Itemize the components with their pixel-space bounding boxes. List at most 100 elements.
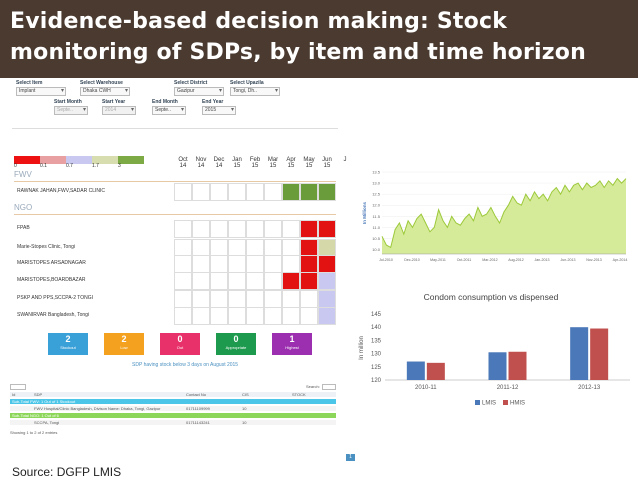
upazila-filter-label: Select Upazila: [230, 80, 264, 86]
stock-legend-labels: 0 0.1 0.7 1.7 3: [14, 163, 144, 169]
stock-cell: [300, 255, 318, 273]
month-year: 15: [305, 163, 313, 169]
stock-cell: [246, 272, 264, 290]
table-row[interactable]: FWV Hospital/Clinic Bangladesh, Divison …: [10, 406, 336, 411]
chart-title: Condom consumption vs dispensed: [424, 292, 559, 302]
month-name: May: [303, 157, 315, 163]
month-name: Nov: [195, 157, 207, 163]
item-filter-label: Select Item: [16, 80, 43, 86]
x-tick-label: Dec-2010: [404, 258, 420, 262]
bar-lmis: [488, 352, 507, 380]
month-year: 15: [287, 163, 295, 169]
series-line: [381, 177, 627, 249]
legend-swatch: [92, 156, 118, 164]
month-column-header: J: [336, 157, 354, 163]
stock-cell: [300, 290, 318, 308]
month-column-header: Apr 15: [282, 157, 300, 169]
page-length-select[interactable]: [10, 384, 26, 390]
start-year-select[interactable]: 2014: [102, 106, 136, 115]
tile-label: Stockout: [60, 345, 76, 350]
start-month-select[interactable]: Septe..: [54, 106, 88, 115]
month-column-header: Oct 14: [174, 157, 192, 169]
stock-cell: [174, 307, 192, 325]
end-year-label: End Year: [202, 99, 224, 105]
month-name: Mar: [267, 157, 279, 163]
table-header: Id SDP Contact No CIS STOCK: [10, 392, 336, 397]
warehouse-select[interactable]: Dhaka CWH: [80, 87, 130, 96]
legend-swatch: [14, 156, 40, 164]
stock-cell: [192, 290, 210, 308]
x-tick-label: Mar-2012: [482, 258, 497, 262]
stock-cell: [210, 255, 228, 273]
consumption-trend-chart: 10.0 10.5 11.0 11.5 12.0 12.5 13.0 13.5 In Milli…: [362, 170, 627, 263]
month-name: J: [343, 157, 347, 163]
y-tick-label: 120: [371, 378, 382, 384]
stock-cell: [264, 183, 282, 201]
tile-label: Appropriate: [225, 345, 247, 350]
summary-tile[interactable]: 0 Appropriate: [216, 333, 256, 355]
col-cis: CIS: [242, 392, 249, 397]
month-column-header: Mar 15: [264, 157, 282, 169]
sdp-row-label: RAWNAK JAHAN,FWV,SADAR CLINIC: [17, 188, 105, 194]
table-row[interactable]: Sub-Total FWV: 1 Out of 1 Stockout: [10, 399, 336, 404]
legend-label: 1.7: [92, 163, 99, 169]
stock-cell: [282, 183, 300, 201]
summary-tile[interactable]: 0 Out: [160, 333, 200, 355]
pagination-page-1[interactable]: 1: [346, 454, 355, 461]
item-select[interactable]: Implant: [16, 87, 66, 96]
stock-cell: [318, 307, 336, 325]
summary-tile[interactable]: 1 Highest: [272, 333, 312, 355]
area-fill: [382, 178, 626, 254]
upazila-select[interactable]: Tongi, Dh..: [230, 87, 280, 96]
stock-cell: [192, 183, 210, 201]
tile-value: 0: [233, 334, 239, 344]
month-year: 15: [251, 163, 259, 169]
month-year: 15: [269, 163, 277, 169]
stock-cell: [318, 183, 336, 201]
stock-cell: [264, 220, 282, 238]
x-tick-label: Aug-2012: [508, 258, 524, 262]
bar-hmis: [590, 328, 609, 380]
stock-cell: [174, 272, 192, 290]
section-divider-ngo: [14, 214, 336, 215]
month-name: Oct: [178, 157, 188, 163]
stock-cell: [246, 183, 264, 201]
month-year: 15: [233, 163, 241, 169]
stock-cell: [228, 255, 246, 273]
stock-cell: [318, 220, 336, 238]
stock-cell: [228, 290, 246, 308]
stock-cell: [264, 272, 282, 290]
summary-tile[interactable]: 2 Low: [104, 333, 144, 355]
end-month-select[interactable]: Septe..: [152, 106, 186, 115]
tile-value: 2: [65, 334, 71, 344]
col-contact: Contact No: [186, 392, 207, 397]
source-note: Source: DGFP LMIS: [12, 465, 122, 479]
legend-label: 3: [118, 163, 121, 169]
end-year-select[interactable]: 2015: [202, 106, 236, 115]
stock-cell: [318, 255, 336, 273]
stock-cell: [174, 220, 192, 238]
stock-color-legend: [14, 156, 144, 164]
table-footer: Showing 1 to 2 of 2 entries: [10, 430, 58, 435]
section-divider-fwv: [14, 181, 336, 182]
y-tick-label: 145: [371, 312, 382, 318]
summary-tile[interactable]: 2 Stockout: [48, 333, 88, 355]
y-axis-label: In million: [359, 336, 365, 360]
district-select[interactable]: Gazipur: [174, 87, 224, 96]
table-row[interactable]: SCCPA, Tongi 01711143241 10: [10, 420, 336, 425]
start-year-label: Start Year: [102, 99, 126, 105]
stock-cell: [300, 307, 318, 325]
stock-cell: [210, 272, 228, 290]
month-year: 15: [323, 163, 331, 169]
stock-cell: [318, 272, 336, 290]
col-stock: STOCK: [292, 392, 306, 397]
stock-cell: [264, 290, 282, 308]
bar-hmis: [426, 362, 445, 380]
x-tick-label: May-2011: [430, 258, 446, 262]
month-year: 14: [179, 163, 187, 169]
stock-cell: [300, 183, 318, 201]
month-column-header: May 15: [300, 157, 318, 169]
x-tick-label: 2010-11: [415, 385, 437, 391]
table-search-input[interactable]: [322, 384, 336, 390]
table-row[interactable]: Sub-Total NGO: 1 Out of 6: [10, 413, 336, 418]
